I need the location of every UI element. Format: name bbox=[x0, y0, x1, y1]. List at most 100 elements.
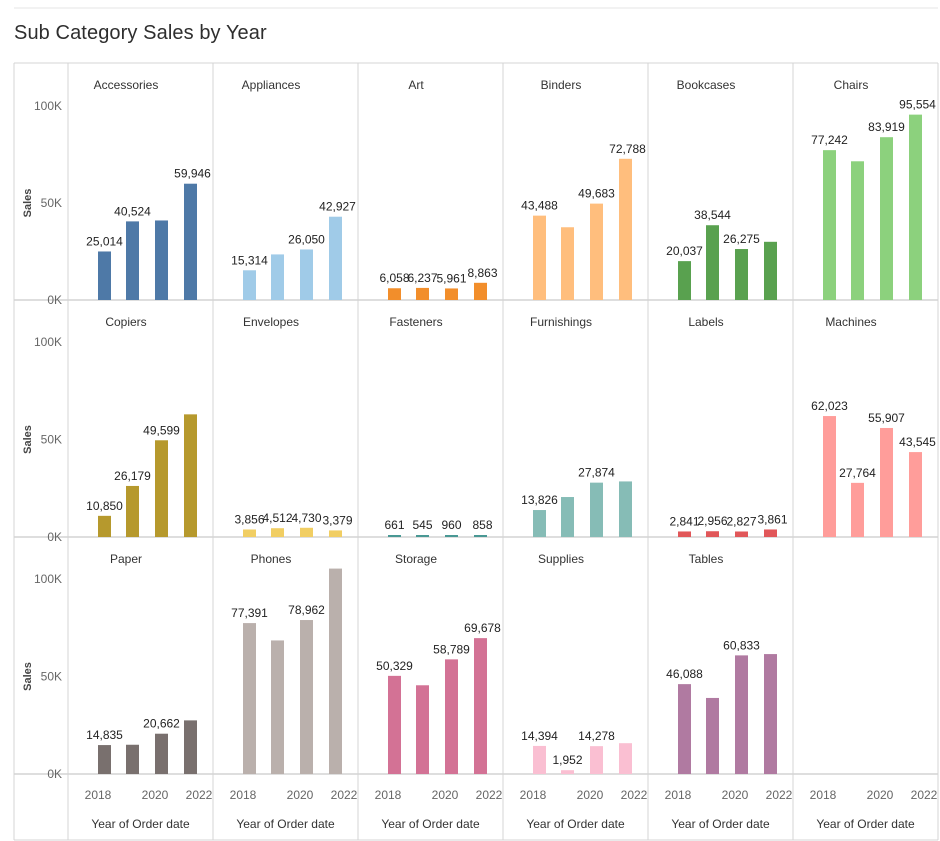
x-tick-label-2022-col-1: 2022 bbox=[186, 788, 213, 802]
y-tick-label-50k-row-1: 50K bbox=[41, 196, 62, 210]
bar-storage-2021 bbox=[474, 638, 487, 774]
bar-accessories-2020 bbox=[155, 220, 168, 300]
bar-supplies-2020 bbox=[590, 746, 603, 774]
data-label-paper-2018: 14,835 bbox=[86, 728, 123, 742]
bar-envelopes-2018 bbox=[243, 529, 256, 537]
x-tick-label-2022-col-3: 2022 bbox=[476, 788, 503, 802]
data-label-machines-2018: 62,023 bbox=[811, 399, 848, 413]
bar-supplies-2019 bbox=[561, 770, 574, 774]
bar-tables-2020 bbox=[735, 655, 748, 774]
bar-bookcases-2020 bbox=[735, 249, 748, 300]
bar-envelopes-2019 bbox=[271, 528, 284, 537]
data-label-furnishings-2020: 27,874 bbox=[578, 466, 615, 480]
data-label-binders-2018: 43,488 bbox=[521, 199, 558, 213]
data-label-envelopes-2018: 3,856 bbox=[234, 512, 264, 526]
x-tick-label-2018-col-5: 2018 bbox=[665, 788, 692, 802]
bar-bookcases-2018 bbox=[678, 261, 691, 300]
bar-storage-2018 bbox=[388, 675, 401, 774]
panel-title-supplies: Supplies bbox=[538, 552, 584, 566]
bar-furnishings-2021 bbox=[619, 481, 632, 537]
x-tick-label-2020-col-1: 2020 bbox=[142, 788, 169, 802]
data-label-binders-2021: 72,788 bbox=[609, 142, 646, 156]
y-tick-label-50k-row-3: 50K bbox=[41, 670, 62, 684]
bar-phones-2020 bbox=[300, 620, 313, 774]
x-axis-title-col-4: Year of Order date bbox=[526, 817, 625, 831]
data-label-chairs-2020: 83,919 bbox=[868, 120, 905, 134]
data-label-bookcases-2018: 20,037 bbox=[666, 244, 703, 258]
data-label-labels-2020: 2,827 bbox=[726, 514, 756, 528]
data-label-chairs-2018: 77,242 bbox=[811, 133, 848, 147]
x-tick-label-2022-col-2: 2022 bbox=[331, 788, 358, 802]
bar-machines-2021 bbox=[909, 452, 922, 537]
data-label-fasteners-2019: 545 bbox=[412, 518, 432, 532]
bar-paper-2019 bbox=[126, 744, 139, 774]
bar-chairs-2019 bbox=[851, 161, 864, 300]
bar-art-2021 bbox=[474, 282, 487, 300]
x-tick-label-2018-col-2: 2018 bbox=[230, 788, 257, 802]
panel-title-tables: Tables bbox=[689, 552, 724, 566]
bar-storage-2019 bbox=[416, 685, 429, 774]
bar-binders-2019 bbox=[561, 227, 574, 300]
data-label-storage-2018: 50,329 bbox=[376, 659, 413, 673]
bar-phones-2021 bbox=[329, 568, 342, 774]
data-label-labels-2019: 2,956 bbox=[697, 514, 727, 528]
data-label-appliances-2021: 42,927 bbox=[319, 200, 356, 214]
data-label-supplies-2019: 1,952 bbox=[552, 753, 582, 767]
panel-title-copiers: Copiers bbox=[105, 315, 146, 329]
x-tick-label-2022-col-4: 2022 bbox=[621, 788, 648, 802]
data-label-storage-2020: 58,789 bbox=[433, 642, 470, 656]
bar-furnishings-2018 bbox=[533, 510, 546, 537]
x-tick-label-2020-col-5: 2020 bbox=[722, 788, 749, 802]
data-label-accessories-2018: 25,014 bbox=[86, 234, 123, 248]
bar-machines-2019 bbox=[851, 482, 864, 537]
bar-chairs-2020 bbox=[880, 137, 893, 300]
bar-paper-2021 bbox=[184, 720, 197, 774]
data-label-phones-2020: 78,962 bbox=[288, 603, 325, 617]
data-label-binders-2020: 49,683 bbox=[578, 187, 615, 201]
bar-labels-2019 bbox=[706, 531, 719, 537]
data-label-fasteners-2018: 661 bbox=[384, 518, 404, 532]
bar-bookcases-2021 bbox=[764, 241, 777, 300]
bar-phones-2018 bbox=[243, 623, 256, 774]
bar-paper-2020 bbox=[155, 733, 168, 774]
chart-title: Sub Category Sales by Year bbox=[14, 22, 267, 44]
data-label-paper-2020: 20,662 bbox=[143, 717, 180, 731]
x-tick-label-2022-col-5: 2022 bbox=[766, 788, 793, 802]
data-label-chairs-2021: 95,554 bbox=[899, 98, 936, 112]
panel-title-appliances: Appliances bbox=[242, 78, 301, 92]
data-label-art-2021: 8,863 bbox=[467, 266, 497, 280]
data-label-envelopes-2020: 4,730 bbox=[291, 511, 321, 525]
panel-title-labels: Labels bbox=[688, 315, 723, 329]
panel-title-binders: Binders bbox=[541, 78, 582, 92]
panel-title-phones: Phones bbox=[251, 552, 292, 566]
data-label-accessories-2021: 59,946 bbox=[174, 167, 211, 181]
x-axis-title-col-6: Year of Order date bbox=[816, 817, 915, 831]
bar-envelopes-2020 bbox=[300, 527, 313, 537]
data-label-bookcases-2019: 38,544 bbox=[694, 208, 731, 222]
bar-labels-2021 bbox=[764, 529, 777, 537]
bar-supplies-2018 bbox=[533, 745, 546, 774]
y-tick-label-100k-row-3: 100K bbox=[34, 572, 62, 586]
x-axis-title-col-1: Year of Order date bbox=[91, 817, 190, 831]
x-tick-label-2020-col-3: 2020 bbox=[432, 788, 459, 802]
y-tick-label-100k-row-2: 100K bbox=[34, 335, 62, 349]
bar-paper-2018 bbox=[98, 745, 111, 774]
y-axis-title-row-3: Sales bbox=[22, 662, 34, 691]
bar-machines-2020 bbox=[880, 427, 893, 537]
data-label-furnishings-2018: 13,826 bbox=[521, 493, 558, 507]
data-label-labels-2018: 2,841 bbox=[669, 514, 699, 528]
y-axis-title-row-1: Sales bbox=[22, 189, 34, 218]
x-tick-label-2022-col-6: 2022 bbox=[911, 788, 938, 802]
bar-art-2018 bbox=[388, 288, 401, 300]
x-axis-title-col-3: Year of Order date bbox=[381, 817, 480, 831]
data-label-supplies-2020: 14,278 bbox=[578, 729, 615, 743]
data-label-fasteners-2021: 858 bbox=[472, 518, 492, 532]
panel-title-art: Art bbox=[408, 78, 424, 92]
x-tick-label-2018-col-6: 2018 bbox=[810, 788, 837, 802]
bar-supplies-2021 bbox=[619, 743, 632, 774]
bar-labels-2018 bbox=[678, 531, 691, 537]
data-label-machines-2021: 43,545 bbox=[899, 435, 936, 449]
panel-title-machines: Machines bbox=[825, 315, 876, 329]
bar-tables-2021 bbox=[764, 654, 777, 774]
